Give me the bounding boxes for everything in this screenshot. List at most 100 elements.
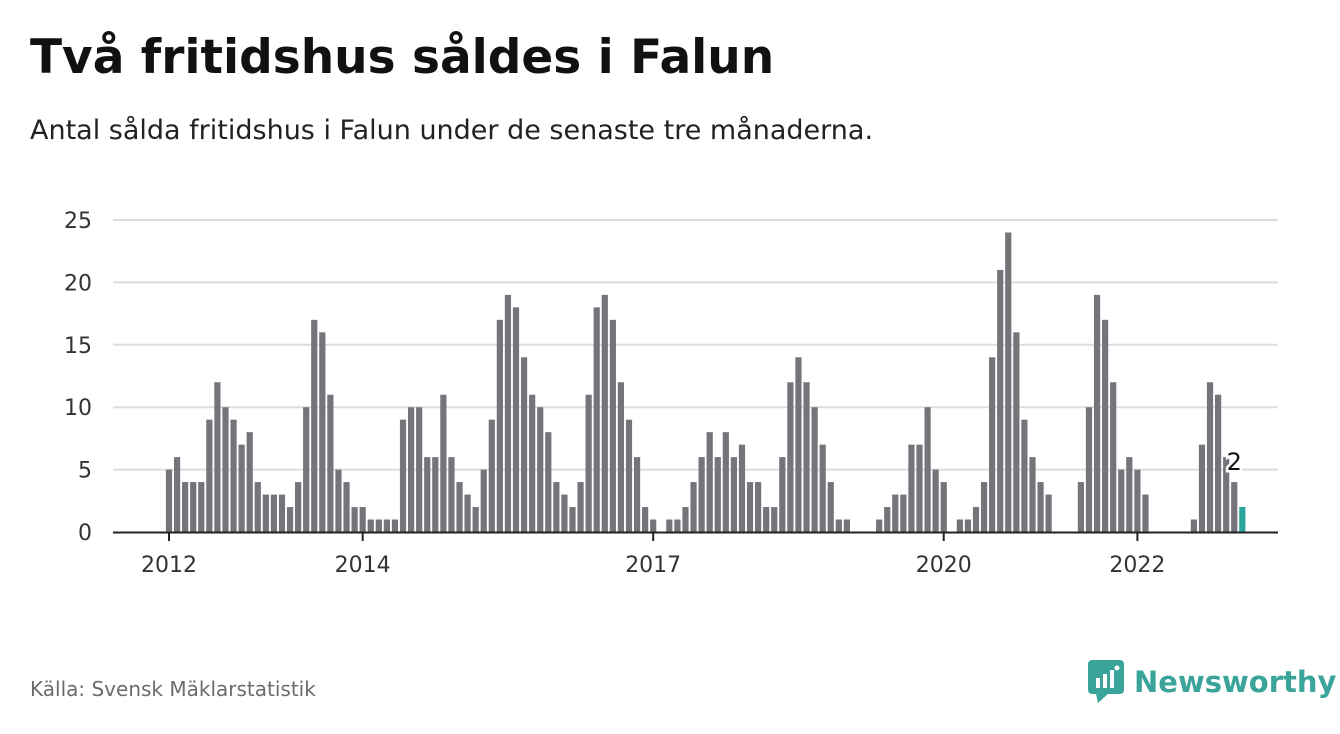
chart-title: Två fritidshus såldes i Falun: [30, 30, 775, 85]
bar: [182, 482, 189, 532]
bar: [262, 494, 269, 532]
bar: [811, 407, 818, 532]
bar: [1085, 407, 1093, 532]
bar: [359, 507, 366, 532]
bar: [964, 519, 972, 532]
bar: [1093, 294, 1101, 532]
bar: [892, 494, 899, 532]
bar: [206, 419, 213, 532]
bar: [1134, 469, 1141, 532]
bar: [601, 294, 608, 532]
bar: [246, 432, 253, 532]
bar: [278, 494, 286, 532]
bar: [795, 357, 802, 532]
bar: [1198, 444, 1206, 532]
bar: [408, 407, 415, 532]
bar: [714, 457, 721, 532]
bar: [375, 519, 382, 532]
bar: [472, 507, 479, 532]
bar: [924, 407, 931, 532]
bar: [746, 482, 754, 532]
bar: [198, 482, 205, 532]
bar: [424, 457, 431, 532]
bar: [504, 294, 512, 532]
bar: [561, 494, 568, 532]
bar: [529, 394, 536, 532]
brand-name: Newsworthy: [1134, 665, 1337, 699]
bar: [383, 519, 390, 532]
bar: [585, 394, 592, 532]
y-tick-label: 0: [78, 521, 92, 546]
bar: [440, 394, 447, 532]
bar: [730, 457, 737, 532]
bar: [165, 469, 173, 532]
bar: [351, 507, 358, 532]
bar: [1223, 457, 1230, 532]
bar: [496, 319, 503, 532]
bar: [238, 444, 245, 532]
bar: [173, 457, 181, 532]
bar: [876, 519, 883, 532]
bar: [303, 407, 310, 532]
y-tick-label: 5: [78, 459, 92, 484]
bar: [480, 469, 487, 532]
bar-highlight: [1239, 507, 1246, 532]
bar-chart: 0 5 10 15 20 25 2012 2014 2017 2020 2022 2: [64, 209, 1278, 578]
bar: [932, 469, 939, 532]
bar: [553, 482, 560, 532]
bar: [843, 519, 850, 532]
x-axis: 2012 2014 2017 2020 2022: [113, 531, 1278, 578]
y-tick-label: 10: [64, 396, 92, 421]
annotations: 2: [1224, 446, 1244, 479]
bar: [674, 519, 681, 532]
bar: [545, 432, 552, 532]
x-tick-label: 2022: [1109, 553, 1165, 578]
x-tick-label: 2014: [335, 553, 391, 578]
bar: [230, 419, 237, 532]
bar: [311, 319, 318, 532]
bar: [537, 407, 544, 532]
bar: [520, 357, 528, 532]
bar: [456, 482, 463, 532]
bar: [642, 507, 649, 532]
bar: [1029, 457, 1036, 532]
bar: [1021, 419, 1028, 532]
bar: [327, 394, 334, 532]
bar: [755, 482, 762, 532]
bar: [367, 519, 374, 532]
newsworthy-logo-icon: [1088, 660, 1124, 703]
bar: [787, 382, 794, 532]
bar: [1206, 382, 1214, 532]
bar: [650, 519, 657, 532]
bar: [1077, 482, 1085, 532]
bar: [1005, 232, 1012, 533]
bar: [593, 307, 600, 532]
bar: [803, 382, 810, 532]
y-tick-label: 15: [64, 334, 92, 359]
bar: [625, 419, 633, 532]
bar: [972, 507, 980, 532]
bar: [335, 469, 342, 532]
bar: [771, 507, 778, 532]
bar: [690, 482, 697, 532]
y-axis-ticks: 0 5 10 15 20 25: [64, 209, 92, 546]
bar: [827, 482, 834, 532]
y-tick-label: 20: [64, 271, 92, 296]
bar: [738, 444, 746, 532]
bar: [666, 519, 673, 532]
bar: [1215, 394, 1222, 532]
bar: [254, 482, 261, 532]
bar: [989, 357, 996, 532]
bar: [1110, 382, 1117, 532]
bar: [448, 457, 455, 532]
bar: [1045, 494, 1052, 532]
bar: [569, 507, 576, 532]
y-tick-label: 25: [64, 209, 92, 234]
bars: [165, 232, 1246, 533]
bar: [1126, 457, 1133, 532]
x-tick-label: 2020: [916, 553, 972, 578]
bar: [1118, 469, 1125, 532]
bar: [295, 482, 302, 532]
last-value-label: 2: [1227, 448, 1242, 476]
bar: [1231, 482, 1238, 532]
